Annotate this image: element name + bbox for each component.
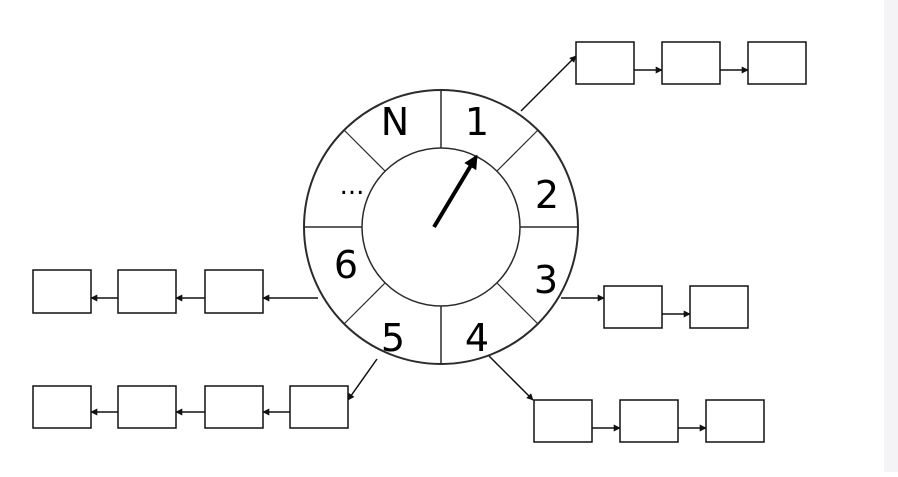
list-node [533,399,593,443]
bucket-list-slot-4 [533,399,765,443]
list-node [575,41,635,85]
list-node [619,399,679,443]
bucket-list-slot-3 [603,285,749,329]
slot-label-ellipsis: ... [340,171,365,201]
slot-divider [496,129,539,172]
wheel [303,89,579,365]
list-node [32,269,92,314]
list-node [117,385,177,429]
arrow-slot4-to-list [488,355,534,401]
list-node [117,269,177,314]
slot-label-4: 4 [465,316,489,360]
list-node [705,399,765,443]
slot-label-5: 5 [381,316,405,360]
slot-divider [343,282,386,325]
bucket-list-slot-6 [32,269,264,314]
list-node [204,385,264,429]
clock-hand-arrow [432,154,478,229]
wheel-to-list-arrows [262,55,605,401]
slot-label-2: 2 [535,173,559,217]
list-node [32,385,92,429]
slot-label-N: N [381,100,409,144]
list-node [204,269,264,314]
list-node [661,41,721,85]
bucket-list-slot-1 [575,41,807,85]
list-node [689,285,749,329]
bucket-list-slot-5 [32,385,349,429]
arrow-slot1-to-list [520,55,577,112]
slot-divider [496,282,539,325]
right-edge-strip [884,0,898,472]
slot-label-3: 3 [534,258,558,302]
slot-labels: 1 2 3 4 5 6 ... N [334,100,559,360]
list-node [747,41,807,85]
arrow-slot5-to-list [347,358,378,401]
slot-divider [343,129,386,172]
list-node [603,285,663,329]
list-node [289,385,349,429]
slot-label-6: 6 [334,243,358,287]
wheel-inner-circle [361,147,521,307]
slot-label-1: 1 [465,100,489,144]
